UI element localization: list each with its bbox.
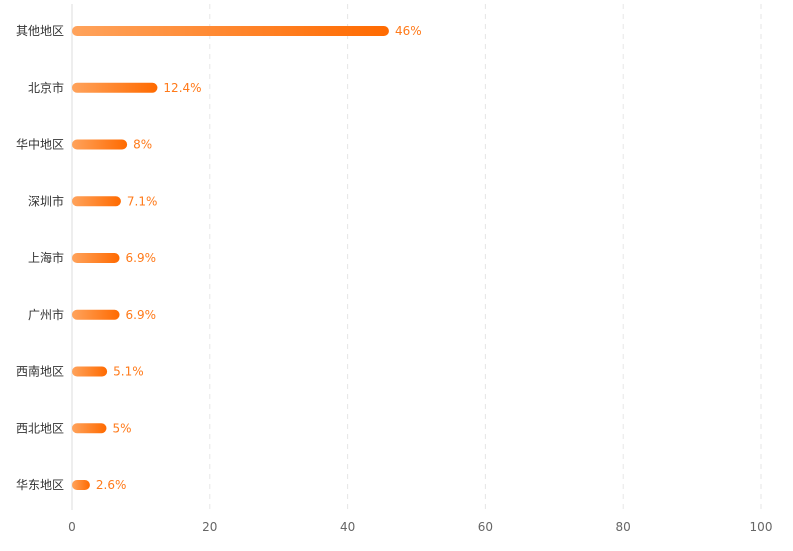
bar[interactable]	[72, 253, 120, 263]
grid-lines	[71, 4, 762, 510]
category-label: 西北地区	[16, 421, 64, 435]
category-label: 华中地区	[16, 137, 64, 152]
category-label: 其他地区	[16, 24, 64, 38]
bar[interactable]	[72, 139, 128, 150]
category-label: 北京市	[28, 80, 64, 95]
x-tick-label: 20	[202, 520, 217, 534]
category-label: 上海市	[28, 250, 64, 265]
x-tick-label: 60	[478, 520, 493, 534]
bar-value-label: 12.4%	[163, 81, 201, 95]
bar[interactable]	[72, 196, 121, 207]
bar[interactable]	[72, 423, 107, 434]
bar-value-label: 46%	[395, 24, 422, 38]
bar-value-label: 6.9%	[126, 251, 157, 265]
bar[interactable]	[72, 82, 158, 93]
bar[interactable]	[72, 309, 120, 320]
bar[interactable]	[72, 366, 108, 377]
x-axis-ticks: 0 20 40 60 80 100	[68, 520, 772, 534]
bar-value-label: 5%	[112, 421, 131, 435]
bar-value-label: 6.9%	[126, 308, 157, 322]
bar[interactable]	[72, 480, 90, 490]
category-label: 华东地区	[16, 478, 64, 492]
bar[interactable]	[72, 26, 389, 36]
value-labels-group: 46% 12.4% 8% 7.1% 6.9% 6.9% 5.1% 5% 2.6%	[96, 24, 422, 492]
x-tick-label: 0	[68, 520, 76, 534]
x-tick-label: 80	[616, 520, 631, 534]
category-label: 深圳市	[28, 193, 64, 208]
x-tick-label: 40	[340, 520, 355, 534]
bar-value-label: 5.1%	[113, 365, 144, 379]
category-label: 广州市	[28, 307, 64, 322]
category-label: 西南地区	[16, 364, 64, 379]
bar-value-label: 8%	[133, 138, 152, 152]
x-tick-label: 100	[750, 520, 773, 534]
bar-value-label: 2.6%	[96, 478, 127, 492]
bars-group	[72, 26, 389, 490]
bar-value-label: 7.1%	[127, 194, 158, 208]
